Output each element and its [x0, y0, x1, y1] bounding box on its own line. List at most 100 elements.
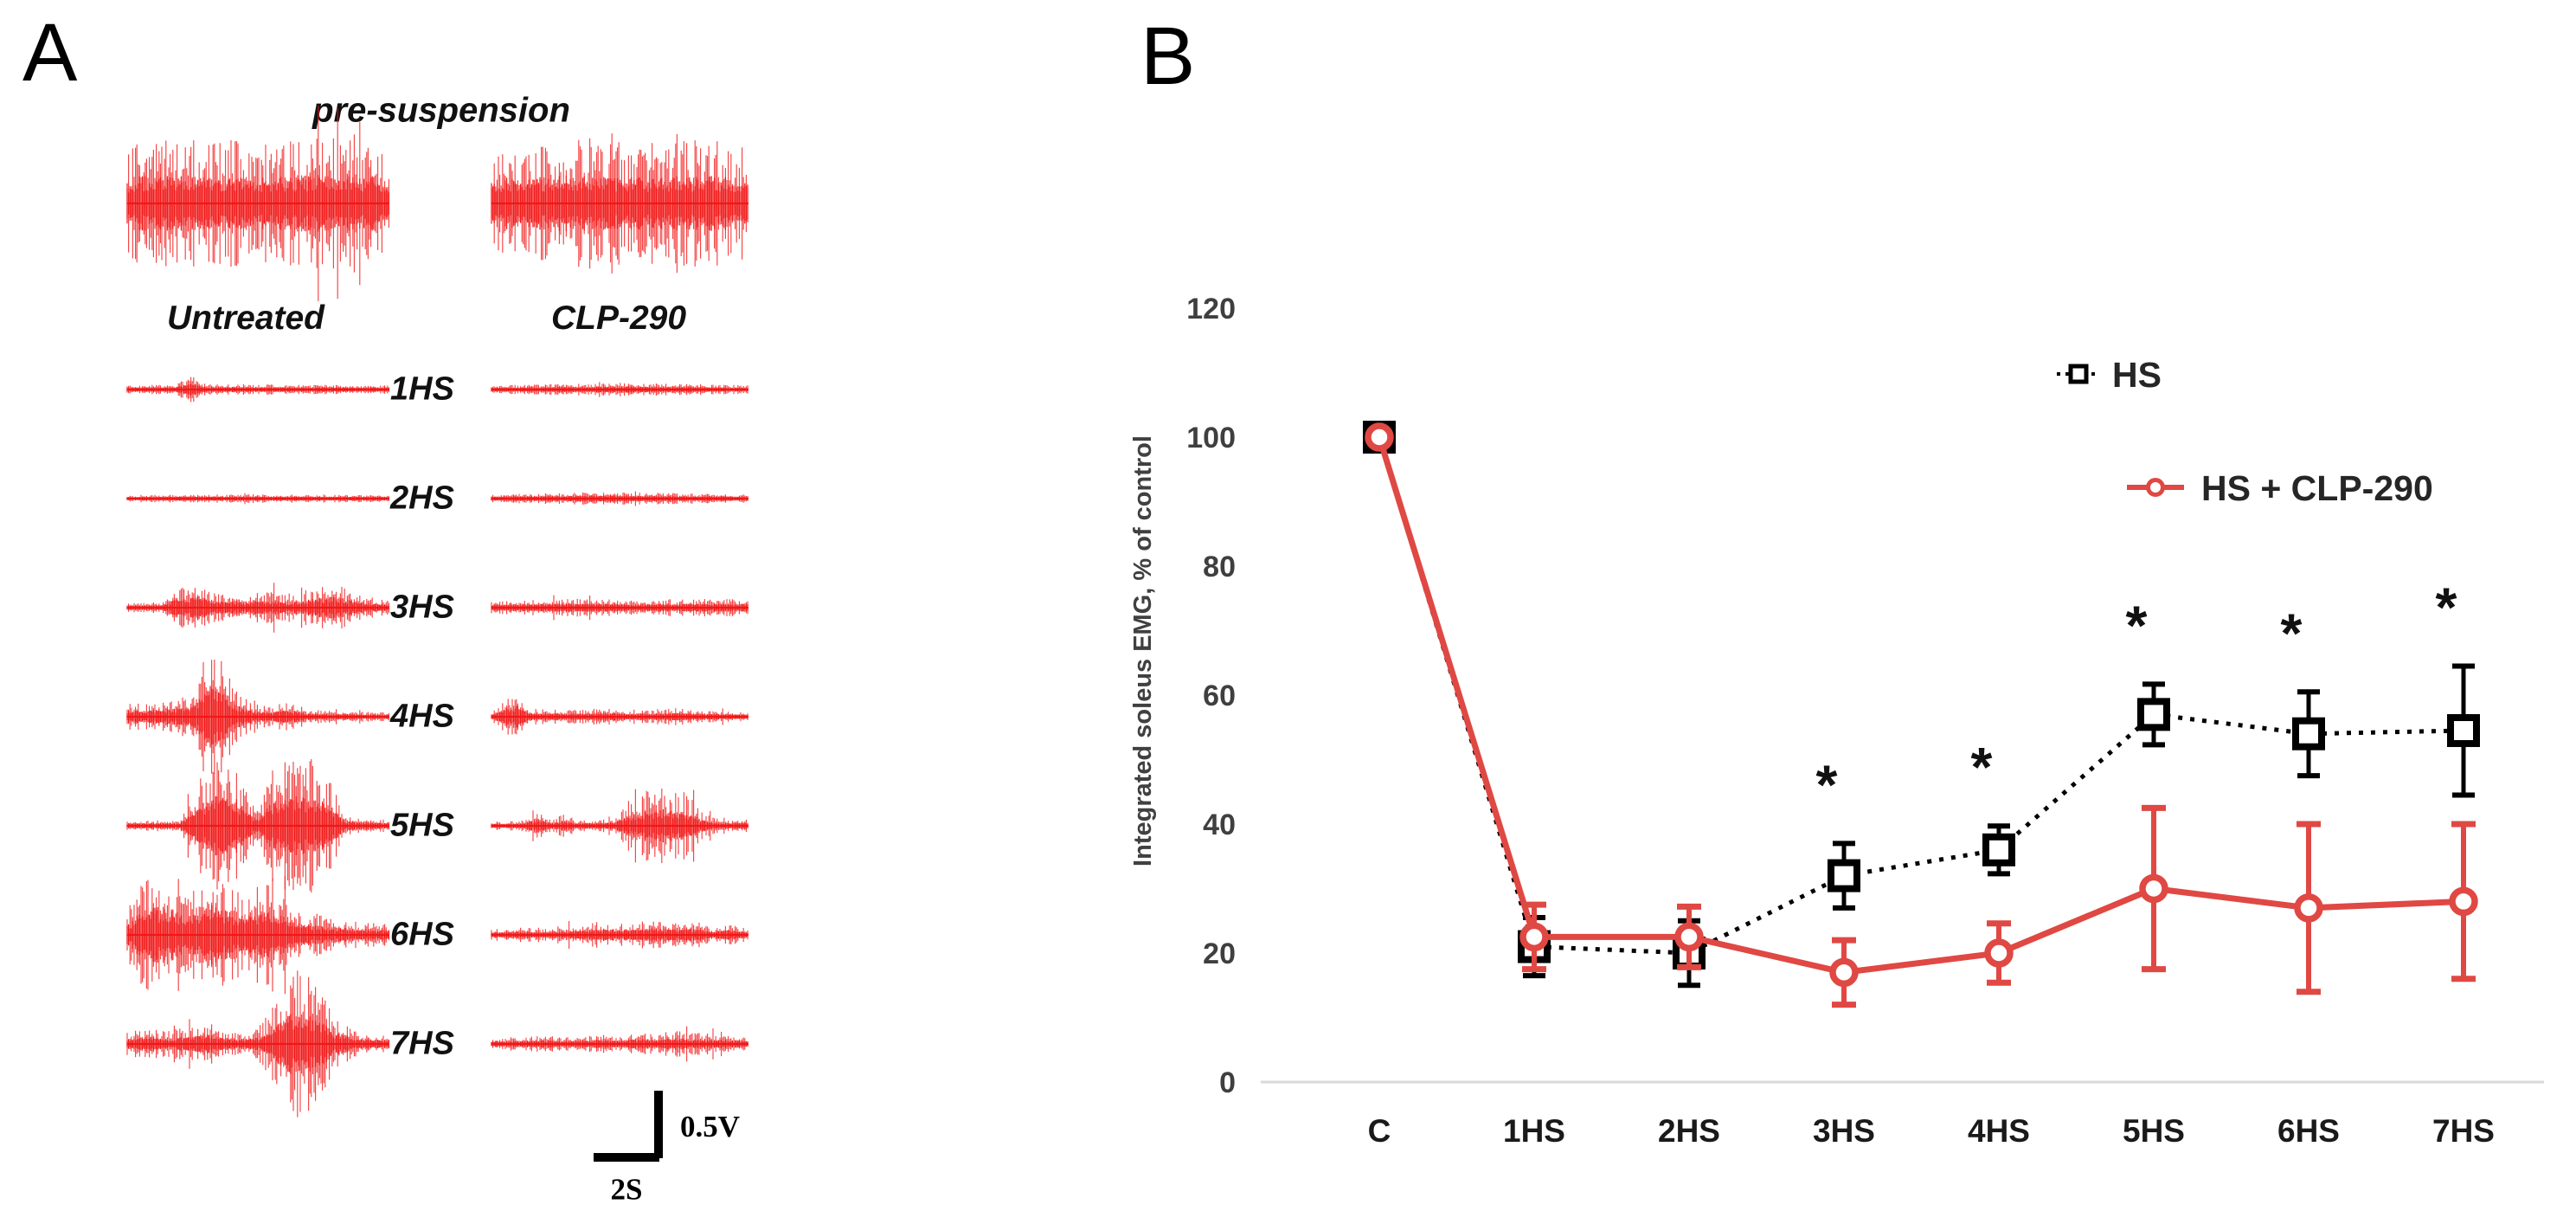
error-bar-caps: [1987, 920, 2011, 986]
emg-trace-untreated-7HS: [126, 970, 390, 1118]
error-bar-caps: [1833, 841, 1855, 911]
emg-noise-core: [491, 1038, 748, 1050]
x-tick-label-1HS: 1HS: [1503, 1113, 1565, 1149]
y-tick-label: 120: [1186, 293, 1236, 325]
error-bar-caps: [2452, 663, 2475, 798]
y-tick-label: 20: [1203, 937, 1236, 970]
time-scale-label: 2S: [610, 1172, 643, 1207]
error-bar-caps: [2297, 689, 2320, 779]
error-bar-caps: [2451, 821, 2476, 982]
y-tick-label: 0: [1219, 1066, 1236, 1099]
significance-asterisk: *: [1971, 736, 1993, 798]
emg-noise-core: [126, 1014, 390, 1074]
marker-circle: [1365, 422, 1394, 452]
emg-noise-core: [126, 383, 390, 396]
marker-square: [2292, 717, 2325, 751]
y-tick-label: 60: [1203, 680, 1236, 712]
emg-noise-core: [491, 175, 748, 232]
error-bar-caps: [2142, 804, 2166, 973]
x-tick-label-7HS: 7HS: [2432, 1113, 2495, 1149]
error-bar-caps: [1677, 903, 1701, 970]
emg-trace-pre-untreated: [126, 106, 390, 301]
error-bar-caps: [2297, 821, 2321, 995]
emg-trace-pre-clp290: [491, 133, 748, 274]
significance-asterisk: *: [2126, 594, 2148, 656]
emg-noise-core: [491, 386, 748, 393]
emg-trace-clp290-3HS: [491, 595, 748, 621]
emg-noise-core: [126, 686, 390, 748]
series-hs-line: [1377, 436, 2464, 956]
error-bar-caps: [1832, 937, 1856, 1008]
marker-circle: [2139, 873, 2168, 904]
clp290-column-label: CLP-290: [550, 300, 687, 337]
trace-row-label-7HS: 7HS: [390, 1025, 454, 1062]
scale-bar-vertical: [654, 1091, 663, 1158]
emg-trace-untreated-2HS: [126, 493, 390, 505]
emg-noise-core: [491, 928, 748, 942]
emg-noise-core: [126, 496, 390, 501]
marker-circle: [1984, 938, 2014, 968]
emg-noise-core: [491, 495, 748, 502]
emg-trace-clp290-1HS: [491, 382, 748, 397]
emg-trace-untreated-1HS: [126, 377, 390, 403]
x-tick-label-6HS: 6HS: [2277, 1113, 2340, 1149]
marker-circle: [1674, 922, 1704, 952]
pre-suspension-label: pre-suspension: [312, 91, 570, 130]
marker-circle: [1829, 957, 1859, 988]
marker-square: [2137, 698, 2170, 731]
emg-trace-clp290-7HS: [491, 1026, 748, 1062]
trace-row-label-3HS: 3HS: [390, 589, 454, 626]
emg-noise-core: [126, 595, 390, 621]
error-bar-caps: [2142, 681, 2165, 748]
trace-row-label-5HS: 5HS: [390, 807, 454, 844]
legend-hs-label: HS: [2112, 355, 2162, 395]
series-hs-clp290: [1365, 422, 2478, 1008]
emg-noise-core: [126, 175, 390, 232]
significance-asterisk: *: [2436, 576, 2457, 638]
error-bar-caps: [1522, 901, 1546, 973]
legend-clp-marker: [2146, 478, 2165, 497]
trace-row-label-1HS: 1HS: [390, 370, 454, 408]
emg-trace-untreated-4HS: [126, 660, 390, 774]
significance-asterisk: *: [2281, 602, 2303, 664]
y-tick-label: 100: [1186, 422, 1236, 454]
panel-a-label: A: [22, 7, 78, 99]
series-hs-clp290-line: [1376, 435, 2464, 976]
trace-row-label-6HS: 6HS: [390, 916, 454, 953]
emg-noise-core: [491, 705, 748, 728]
legend-hs-marker: [2068, 364, 2089, 384]
chart-legend: HS HS + CLP-290: [2057, 355, 2433, 508]
emg-trace-untreated-6HS: [126, 875, 390, 995]
emg-noise-core: [126, 905, 390, 965]
x-tick-label-3HS: 3HS: [1813, 1113, 1875, 1149]
emg-noise-core: [491, 808, 748, 843]
x-tick-label-2HS: 2HS: [1658, 1113, 1720, 1149]
y-tick-label: 40: [1203, 808, 1236, 841]
voltage-scale-label: 0.5V: [680, 1110, 741, 1143]
marker-circle: [1519, 922, 1549, 952]
marker-square: [1982, 833, 2015, 866]
emg-trace-untreated-3HS: [126, 583, 390, 633]
error-bar-caps: [1988, 823, 2010, 877]
untreated-column-label: Untreated: [166, 300, 325, 337]
significance-asterisk: *: [1816, 753, 1838, 815]
x-tick-label-5HS: 5HS: [2123, 1113, 2185, 1149]
legend-clp-label: HS + CLP-290: [2201, 468, 2433, 508]
emg-noise-core: [126, 796, 390, 856]
trace-row-label-4HS: 4HS: [390, 698, 454, 735]
marker-circle: [2449, 886, 2478, 917]
trace-row-label-2HS: 2HS: [390, 480, 454, 517]
emg-trace-untreated-5HS: [126, 759, 390, 892]
x-tick-label-C: C: [1368, 1113, 1391, 1149]
emg-trace-clp290-2HS: [491, 491, 748, 506]
emg-trace-clp290-6HS: [491, 921, 748, 949]
x-tick-label-4HS: 4HS: [1968, 1113, 2030, 1149]
marker-circle: [2294, 893, 2323, 923]
scale-bar-horizontal: [594, 1153, 659, 1162]
marker-square: [2447, 713, 2480, 747]
emg-trace-clp290-4HS: [491, 699, 748, 735]
y-tick-label: 80: [1203, 551, 1236, 583]
marker-square: [1828, 859, 1860, 892]
